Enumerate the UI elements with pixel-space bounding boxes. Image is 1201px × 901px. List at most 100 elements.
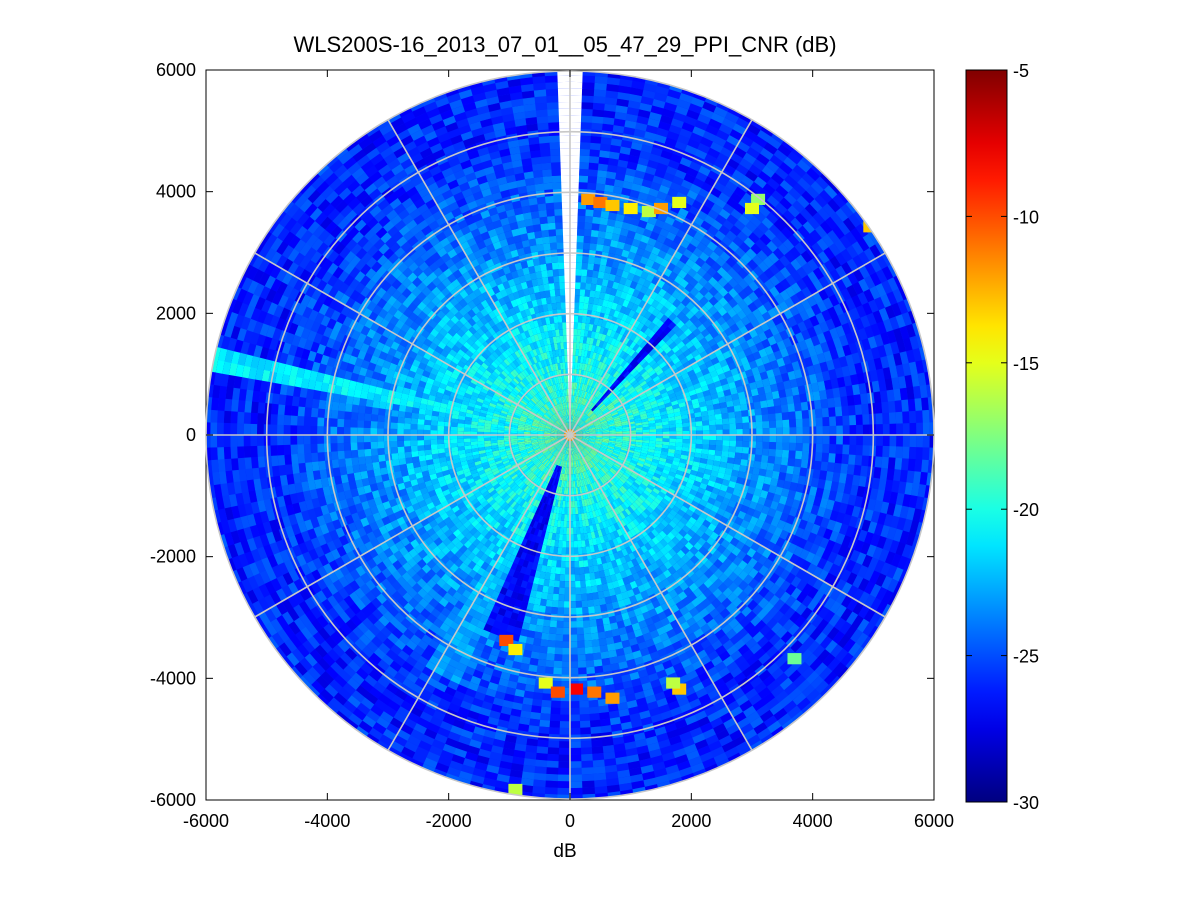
- cnr-bin: [587, 559, 594, 567]
- cnr-bin: [495, 330, 504, 339]
- cnr-bin: [390, 440, 398, 448]
- cnr-bin: [560, 514, 565, 521]
- cnr-bin: [611, 302, 618, 311]
- cnr-bin: [558, 452, 563, 459]
- cnr-bin: [653, 412, 661, 418]
- cnr-bin: [575, 460, 578, 468]
- cnr-bin: [649, 341, 658, 350]
- cnr-bin: [545, 599, 553, 607]
- cnr-bin: [595, 431, 603, 434]
- cnr-bin: [593, 605, 602, 613]
- cnr-bin: [584, 392, 589, 399]
- cnr-bin: [471, 421, 479, 426]
- cnr-bin: [426, 463, 435, 471]
- cnr-bin: [532, 363, 539, 371]
- cnr-bin: [594, 360, 600, 368]
- cnr-bin: [476, 347, 485, 356]
- cnr-bin: [669, 353, 678, 361]
- cnr-bin: [655, 422, 663, 427]
- cnr-bin: [465, 412, 473, 418]
- cnr-bin: [513, 335, 521, 344]
- cnr-bin: [595, 428, 603, 431]
- cnr-bin: [485, 379, 494, 386]
- cnr-bin: [612, 464, 620, 470]
- cnr-bin: [629, 520, 637, 529]
- cnr-bin: [588, 565, 595, 574]
- cnr-bin: [680, 505, 689, 514]
- cnr-bin: [582, 437, 589, 440]
- cnr-bin: [505, 560, 514, 569]
- cnr-bin: [559, 376, 563, 384]
- cnr-bin: [580, 275, 587, 283]
- cnr-bin: [605, 350, 611, 358]
- cnr-bin: [621, 422, 629, 426]
- cnr-bin: [648, 513, 656, 522]
- cnr-bin: [548, 446, 555, 452]
- cnr-bin: [646, 366, 654, 374]
- cnr-bin: [517, 348, 524, 357]
- cnr-bin: [591, 415, 598, 421]
- cnr-bin: [558, 349, 562, 357]
- cnr-bin: [522, 410, 530, 415]
- cnr-bin: [572, 447, 575, 454]
- cnr-bin: [702, 430, 710, 436]
- cnr-bin: [622, 426, 630, 430]
- cnr-bin: [545, 365, 550, 373]
- cnr-bin: [576, 460, 580, 467]
- cnr-bin: [482, 400, 491, 406]
- cnr-bin: [525, 393, 533, 400]
- cnr-bin: [561, 467, 565, 474]
- cnr-bin: [648, 313, 657, 323]
- cnr-bin: [537, 432, 544, 435]
- cnr-bin: [587, 504, 592, 513]
- cnr-bin: [580, 412, 585, 419]
- cnr-bin: [465, 512, 474, 521]
- cnr-bin: [613, 522, 620, 531]
- cnr-bin: [582, 429, 589, 432]
- cnr-bin: [581, 450, 587, 457]
- cnr-bin: [681, 450, 689, 456]
- cnr-bin: [601, 542, 607, 550]
- cnr-bin: [480, 475, 489, 482]
- cnr-bin: [627, 375, 635, 382]
- cnr-bin: [633, 414, 641, 420]
- cnr-bin: [628, 388, 636, 395]
- cnr-bin: [575, 349, 580, 356]
- cnr-bin: [468, 346, 477, 354]
- cnr-bin: [685, 508, 694, 517]
- cnr-bin: [582, 431, 590, 434]
- cnr-bin: [601, 424, 609, 428]
- cnr-bin: [602, 439, 610, 442]
- cnr-bin: [594, 442, 602, 446]
- cnr-bin: [532, 458, 539, 464]
- cnr-bin: [622, 438, 630, 442]
- cnr-bin: [648, 349, 657, 357]
- cnr-bin: [555, 479, 559, 487]
- cnr-bin: [577, 355, 582, 363]
- cnr-bin: [588, 411, 594, 417]
- cnr-bin: [598, 522, 605, 530]
- cnr-bin: [554, 499, 559, 507]
- cnr-bin: [542, 324, 549, 332]
- cnr-bin: [615, 536, 623, 545]
- cnr-bin: [595, 430, 603, 433]
- cnr-bin: [561, 409, 565, 417]
- cnr-bin: [549, 392, 554, 400]
- cnr-bin: [504, 463, 512, 470]
- cnr-bin: [512, 368, 519, 376]
- cnr-bin: [548, 409, 554, 416]
- cnr-bin: [550, 519, 556, 527]
- cnr-bin: [529, 350, 536, 358]
- cnr-bin: [558, 355, 563, 363]
- cnr-bin: [573, 328, 578, 336]
- cnr-bin: [551, 416, 557, 422]
- cnr-bin: [581, 600, 589, 608]
- cnr-bin: [626, 530, 634, 539]
- cnr-bin: [492, 452, 501, 457]
- cnr-bin: [633, 490, 642, 498]
- cnr-bin: [550, 505, 555, 513]
- cnr-bin: [593, 445, 600, 450]
- cnr-bin: [567, 402, 570, 409]
- cnr-bin: [625, 479, 633, 487]
- cnr-bin: [601, 422, 608, 426]
